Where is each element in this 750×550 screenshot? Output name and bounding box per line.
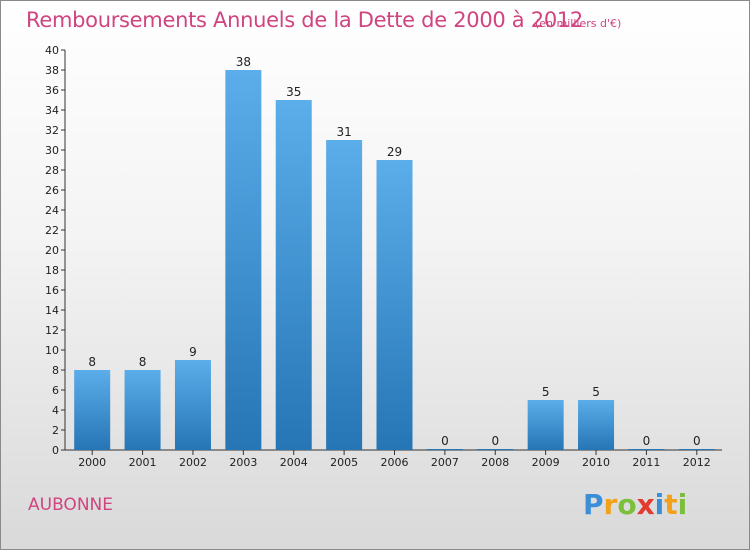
bar-2012 [678, 449, 715, 450]
x-tick-label: 2009 [532, 456, 560, 469]
chart-unit-note: (en milliers d'€) [535, 17, 622, 30]
y-tick-label: 36 [45, 84, 59, 97]
logo-letter: x [636, 488, 655, 521]
bar-value-label: 0 [643, 434, 651, 448]
y-tick-label: 20 [45, 244, 59, 257]
bar-2008 [477, 449, 514, 450]
logo-letter: P [583, 488, 604, 521]
bar-value-label: 0 [693, 434, 701, 448]
y-tick-label: 2 [52, 424, 59, 437]
bar-2005 [326, 140, 363, 450]
bar-2009 [527, 400, 564, 450]
bar-2011 [628, 449, 665, 450]
proxiti-logo: Proxiti [583, 488, 687, 521]
logo-letter: i [677, 488, 688, 521]
y-tick-label: 10 [45, 344, 59, 357]
logo-letter: o [617, 488, 637, 521]
bar-value-label: 0 [441, 434, 449, 448]
logo-letter: r [603, 488, 618, 521]
y-tick-label: 0 [52, 444, 59, 457]
y-tick-label: 26 [45, 184, 59, 197]
x-tick-label: 2001 [129, 456, 157, 469]
y-tick-label: 32 [45, 124, 59, 137]
y-tick-label: 4 [52, 404, 59, 417]
bar-value-label: 38 [236, 55, 251, 69]
x-tick-label: 2011 [632, 456, 660, 469]
x-tick-label: 2005 [330, 456, 358, 469]
x-tick-label: 2004 [280, 456, 308, 469]
y-tick-label: 30 [45, 144, 59, 157]
bar-2002 [174, 360, 211, 450]
bar-value-label: 8 [139, 355, 147, 369]
bar-value-label: 9 [189, 345, 197, 359]
bar-value-label: 35 [286, 85, 301, 99]
y-tick-label: 34 [45, 104, 59, 117]
bar-value-label: 5 [592, 385, 600, 399]
y-tick-label: 24 [45, 204, 59, 217]
bar-value-label: 29 [387, 145, 402, 159]
y-tick-label: 40 [45, 44, 59, 57]
y-tick-label: 8 [52, 364, 59, 377]
x-tick-label: 2002 [179, 456, 207, 469]
bar-2010 [578, 400, 615, 450]
y-tick-label: 12 [45, 324, 59, 337]
x-tick-label: 2003 [229, 456, 257, 469]
y-tick-label: 22 [45, 224, 59, 237]
y-tick-label: 6 [52, 384, 59, 397]
bar-2007 [426, 449, 463, 450]
bar-2004 [275, 100, 312, 450]
y-tick-label: 16 [45, 284, 59, 297]
y-tick-label: 14 [45, 304, 59, 317]
y-tick-label: 38 [45, 64, 59, 77]
bar-value-label: 31 [336, 125, 351, 139]
bar-2000 [74, 370, 111, 450]
logo-letter: i [654, 488, 665, 521]
y-tick-label: 28 [45, 164, 59, 177]
x-tick-label: 2012 [683, 456, 711, 469]
x-tick-label: 2007 [431, 456, 459, 469]
logo-letter: t [664, 488, 678, 521]
x-tick-label: 2000 [78, 456, 106, 469]
y-tick-label: 18 [45, 264, 59, 277]
bar-2003 [225, 70, 262, 450]
city-name: AUBONNE [28, 495, 113, 515]
x-tick-label: 2008 [481, 456, 509, 469]
bar-value-label: 0 [491, 434, 499, 448]
bar-value-label: 5 [542, 385, 550, 399]
bar-2001 [124, 370, 161, 450]
bar-2006 [376, 160, 413, 450]
x-tick-label: 2010 [582, 456, 610, 469]
x-tick-label: 2006 [381, 456, 409, 469]
bar-value-label: 8 [88, 355, 96, 369]
chart-title: Remboursements Annuels de la Dette de 20… [26, 8, 583, 32]
